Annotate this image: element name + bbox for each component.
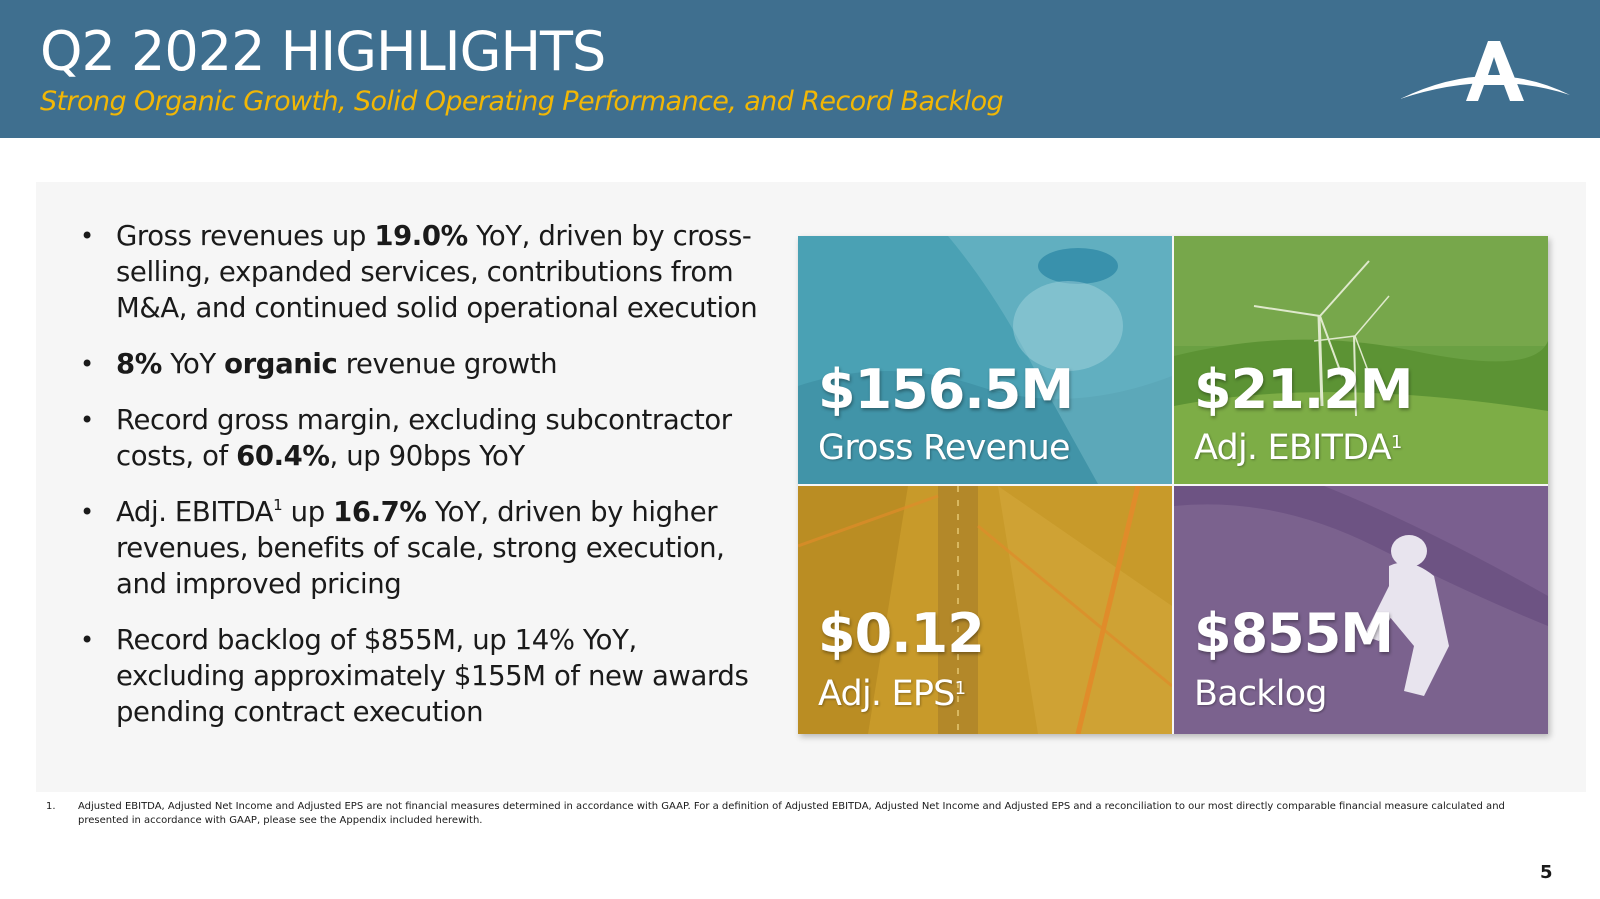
highlight-bullet: Adj. EBITDA1 up 16.7% YoY, driven by hig… (76, 494, 766, 602)
highlight-emphasis: 60.4% (236, 440, 330, 472)
highlight-text: YoY (161, 348, 225, 380)
highlight-text: Record gross margin, excluding subcontra… (116, 404, 732, 472)
metric-label: Adj. EBITDA1 (1194, 428, 1402, 468)
highlight-bullet: Record backlog of $855M, up 14% YoY, exc… (76, 622, 766, 730)
footnote-marker: 1 (273, 496, 283, 514)
metric-value: $855M (1194, 602, 1394, 665)
hazmat-worker-photo-icon (1174, 486, 1548, 734)
water-sample-photo-icon (798, 236, 1172, 484)
footnote: 1. Adjusted EBITDA, Adjusted Net Income … (46, 800, 1556, 828)
highlights-list: Gross revenues up 19.0% YoY, driven by c… (76, 218, 766, 750)
highlight-text: YoY, driven by higher revenues, benefits… (116, 496, 725, 600)
bridge-photo-icon (798, 486, 1172, 734)
metric-tile-backlog: $855M Backlog (1174, 486, 1548, 734)
metric-label: Gross Revenue (818, 428, 1071, 468)
page-number: 5 (1540, 862, 1553, 883)
metric-label: Adj. EPS1 (818, 674, 966, 714)
metric-tile-gross-revenue: $156.5M Gross Revenue (798, 236, 1172, 484)
highlight-emphasis: 16.7% (333, 496, 427, 528)
slide-subtitle: Strong Organic Growth, Solid Operating P… (40, 86, 1004, 117)
highlight-text: Gross revenues up (116, 220, 375, 252)
highlight-bullet: Gross revenues up 19.0% YoY, driven by c… (76, 218, 766, 326)
metric-label: Backlog (1194, 674, 1328, 714)
wind-turbines-photo-icon (1174, 236, 1548, 484)
highlight-emphasis: organic (224, 348, 338, 380)
metric-value: $156.5M (818, 358, 1074, 421)
highlight-emphasis: 19.0% (374, 220, 468, 252)
highlight-text: , up 90bps YoY (329, 440, 526, 472)
metric-tile-adj-eps: $0.12 Adj. EPS1 (798, 486, 1172, 734)
slide-title: Q2 2022 HIGHLIGHTS (40, 20, 606, 83)
footnote-number: 1. (46, 801, 56, 812)
highlight-text: Adj. EBITDA (116, 496, 274, 528)
highlight-emphasis: 8% (116, 348, 162, 380)
slide-header: Q2 2022 HIGHLIGHTS Strong Organic Growth… (0, 0, 1600, 138)
metric-value: $21.2M (1194, 358, 1414, 421)
highlight-bullet: Record gross margin, excluding subcontra… (76, 402, 766, 474)
footnote-text: Adjusted EBITDA, Adjusted Net Income and… (78, 801, 1505, 826)
highlight-bullet: 8% YoY organic revenue growth (76, 346, 766, 382)
metrics-grid: $156.5M Gross Revenue $21.2M Adj. EBITDA… (798, 236, 1548, 734)
highlight-text: Record backlog of $855M, up 14% YoY, exc… (116, 624, 749, 728)
metric-tile-adj-ebitda: $21.2M Adj. EBITDA1 (1174, 236, 1548, 484)
metric-value: $0.12 (818, 602, 985, 665)
highlight-text: YoY, driven by cross-selling, expanded s… (116, 220, 758, 324)
company-logo-icon (1400, 41, 1570, 101)
highlight-text: up (282, 496, 334, 528)
highlight-text: revenue growth (337, 348, 558, 380)
